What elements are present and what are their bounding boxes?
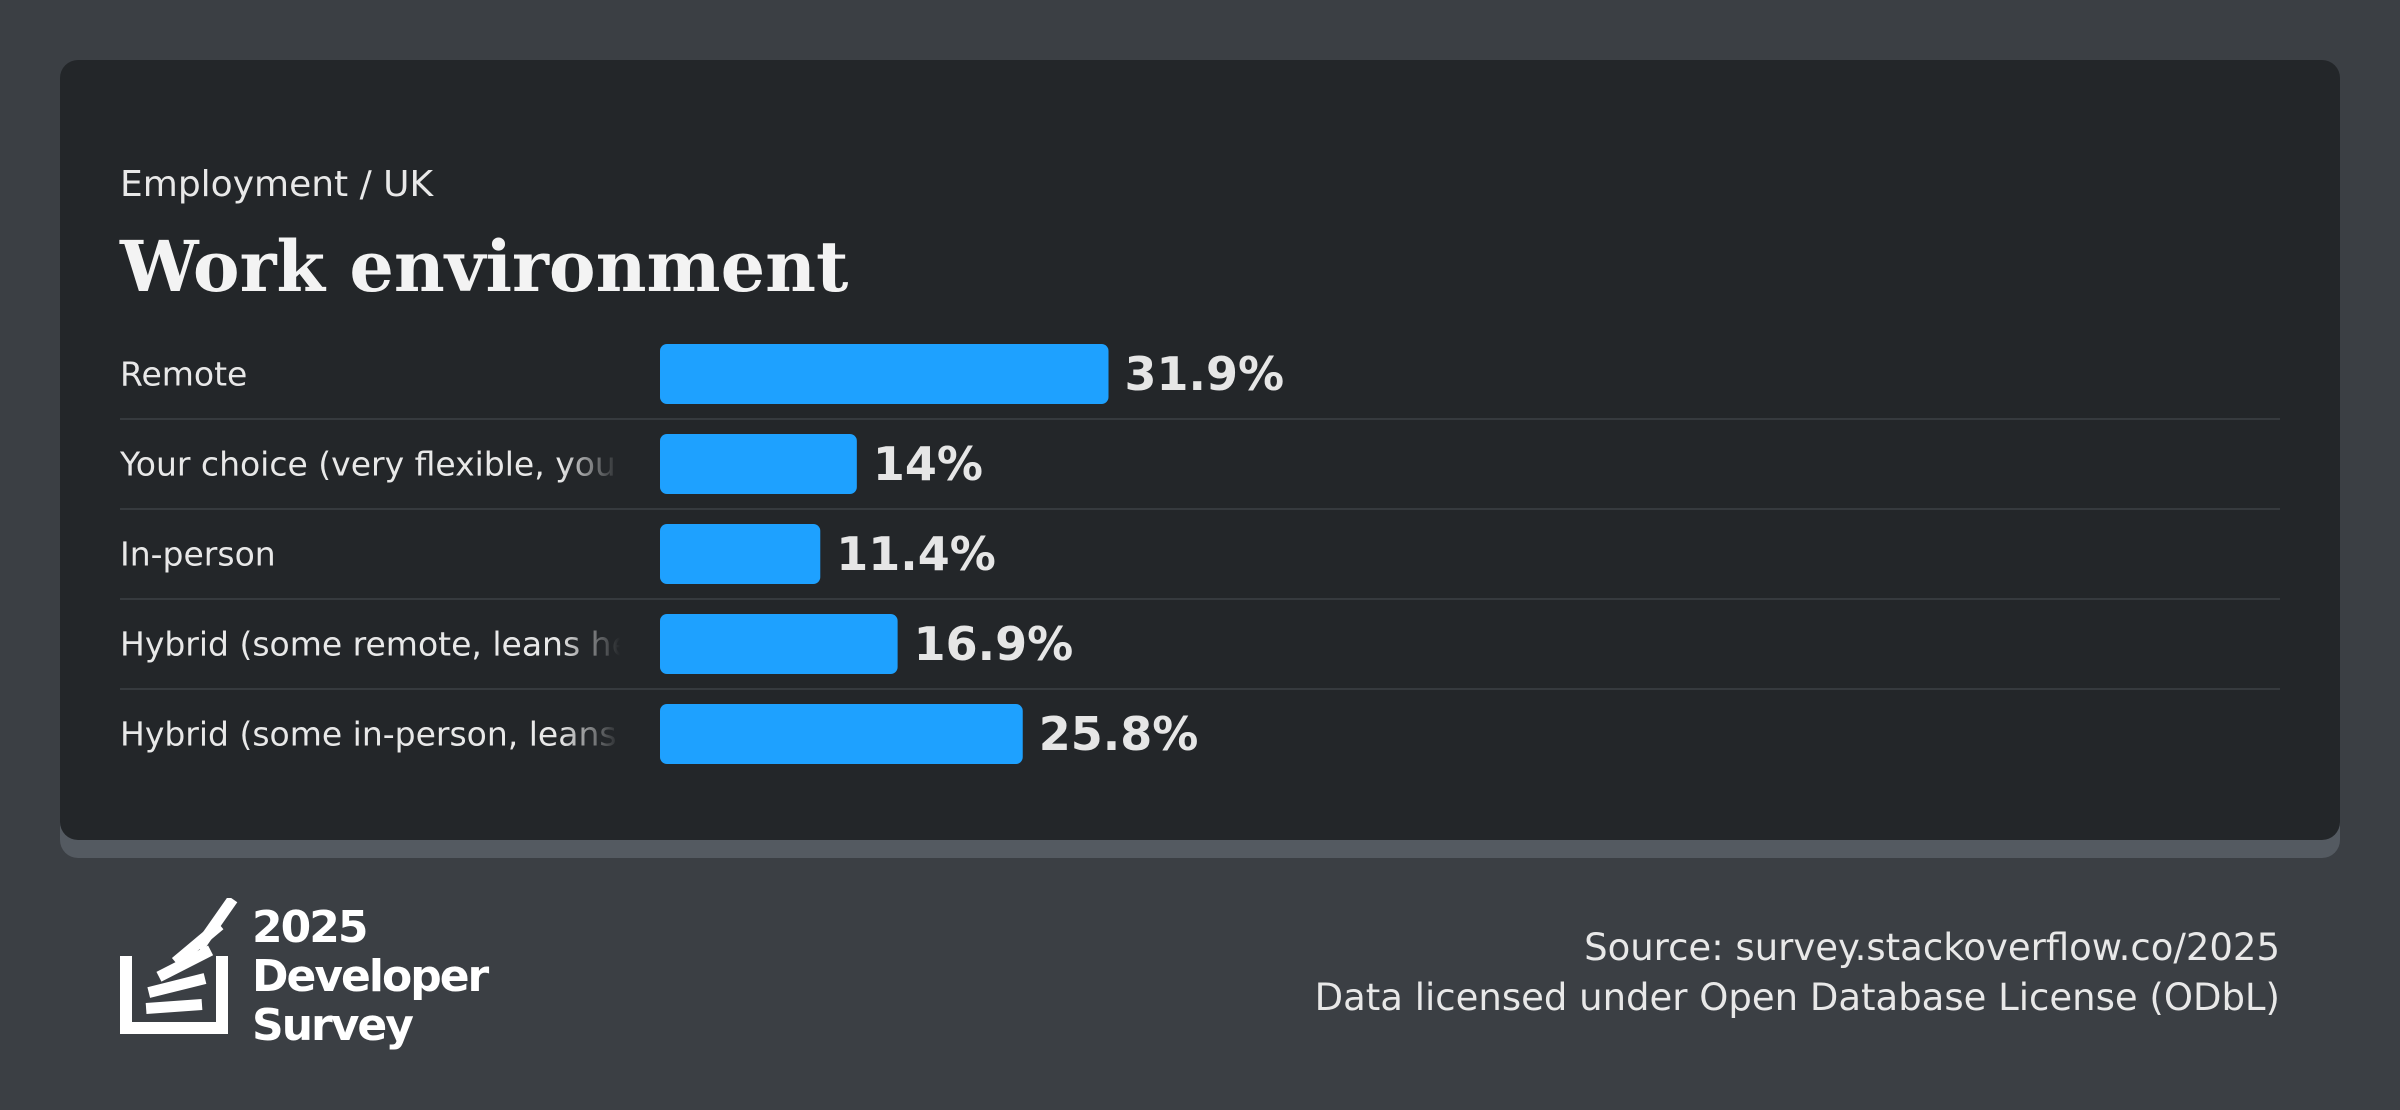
label-fade-overlay <box>560 528 620 580</box>
label-fade-overlay <box>560 708 620 760</box>
breadcrumb: Employment / UK <box>120 164 434 205</box>
source-text: Source: survey.stackoverflow.co/2025 <box>1584 926 2280 969</box>
value-label: 11.4% <box>836 527 996 581</box>
bar <box>660 434 857 494</box>
logo-line-survey: Survey <box>252 1000 413 1051</box>
bar <box>660 614 898 674</box>
page-title: Work environment <box>120 225 849 308</box>
value-label: 25.8% <box>1039 707 1199 761</box>
stack-overflow-logo-icon <box>120 898 238 1034</box>
category-label: Hybrid (some remote, leans he <box>120 625 632 664</box>
label-fade-overlay <box>560 618 620 670</box>
category-label: Hybrid (some in-person, leans <box>120 715 617 754</box>
value-label: 16.9% <box>914 617 1074 671</box>
license-text: Data licensed under Open Database Licens… <box>1314 976 2280 1019</box>
logo-line-developer: Developer <box>252 951 490 1002</box>
bar <box>660 524 821 584</box>
category-label: In-person <box>120 535 276 574</box>
chart-card: Employment / UK Work environment Remote 3… <box>60 60 2340 840</box>
category-label: Your choice (very flexible, you <box>119 445 616 484</box>
bar <box>660 344 1109 404</box>
bar-chart: Remote 31.9% Your choice (very flexible, y… <box>119 344 2280 764</box>
survey-logo: 2025 Developer Survey <box>120 898 492 1051</box>
logo-year: 2025 <box>252 902 366 953</box>
value-label: 14% <box>873 437 983 491</box>
category-label: Remote <box>120 355 247 394</box>
label-fade-overlay <box>560 438 620 490</box>
value-label: 31.9% <box>1125 347 1285 401</box>
bar <box>660 704 1023 764</box>
label-fade-overlay <box>560 348 620 400</box>
